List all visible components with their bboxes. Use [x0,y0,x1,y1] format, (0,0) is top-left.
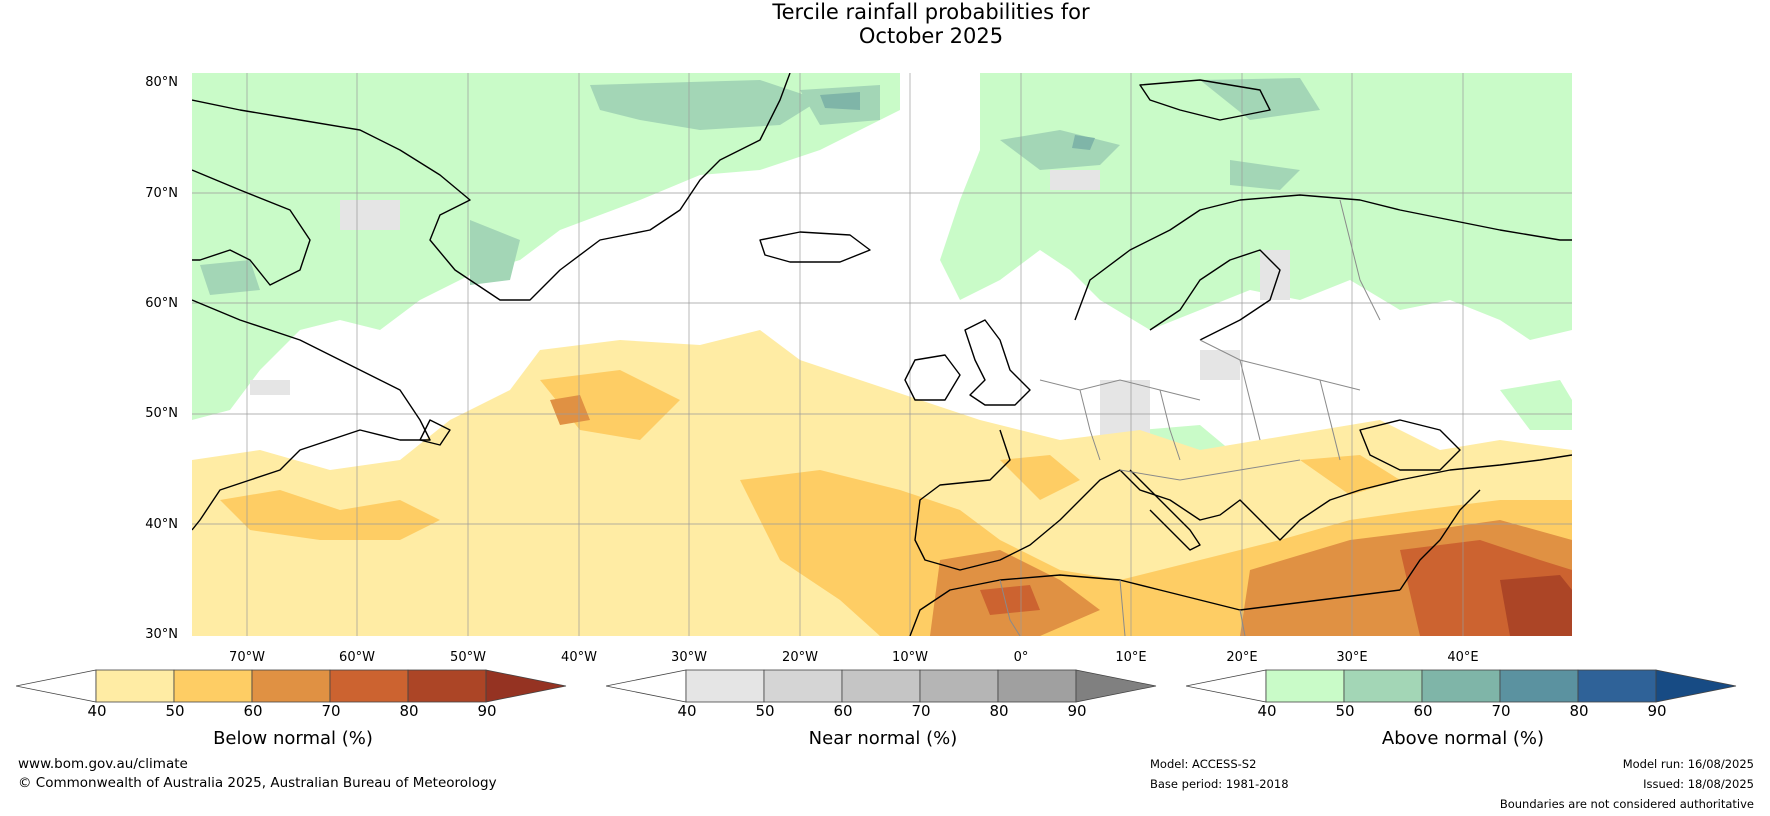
coastlines [192,73,1572,636]
lon-label-40w: 40°W [561,650,597,665]
colorbar-segment [763,669,843,703]
cb-near-tick-60: 60 [833,702,853,720]
cb-below-tick-80: 80 [399,702,419,720]
cb-above-tick-50: 50 [1335,702,1355,720]
cb-near-tick-40: 40 [677,702,697,720]
colorbar-segment [841,669,921,703]
scandinavia-coast [1074,194,1572,321]
disclaimer-text: Boundaries are not considered authoritat… [1499,797,1754,811]
lon-label-50w: 50°W [450,650,486,665]
cb-near-tick-90: 90 [1067,702,1087,720]
colorbar-segment [1265,669,1345,703]
cb-near-tick-80: 80 [989,702,1009,720]
graticule [192,73,1572,636]
ireland-coast [904,354,961,401]
cb-below-tick-50: 50 [165,702,185,720]
country-borders [999,199,1381,636]
lon-label-40e: 40°E [1447,650,1479,665]
lon-label-10w: 10°W [892,650,928,665]
chart-title: Tercile rainfall probabilities for Octob… [0,0,1770,48]
lat-label-40n: 40°N [145,517,178,532]
lon-label-20w: 20°W [782,650,818,665]
lat-label-60n: 60°N [145,296,178,311]
colorbar-segment [173,669,253,703]
colorbar-segment [1343,669,1423,703]
colorbar-below-title: Below normal (%) [213,728,373,749]
baltic-coast [1149,249,1281,341]
canada-coast [192,169,311,286]
cb-above-tick-40: 40 [1257,702,1277,720]
colorbar-segment [329,669,409,703]
colorbar-segment [251,669,331,703]
greenland-coast [192,73,791,301]
above-normal-stronger-regions [820,92,1095,150]
lat-label-80n: 80°N [145,75,178,90]
copyright-text: © Commonwealth of Australia 2025, Austra… [18,775,497,791]
lat-label-70n: 70°N [145,186,178,201]
north-africa-coast [909,574,1401,636]
colorbar-segment [1577,669,1657,703]
colorbar-segment [95,669,175,703]
black-sea-coast [1359,419,1461,471]
colorbar-near-normal [606,669,1157,703]
colorbar-segment-under [606,669,687,703]
colorbar-segment-under [1186,669,1267,703]
labrador-coast [192,299,431,531]
levant-coast [1399,489,1481,591]
europe-coast [914,429,1572,571]
issued-text: Issued: 18/08/2025 [1643,777,1754,791]
colorbar-segment-over [1655,669,1737,703]
cb-near-tick-70: 70 [911,702,931,720]
great-britain-coast [964,319,1031,406]
newfoundland-coast [419,419,451,446]
lon-label-20e: 20°E [1226,650,1258,665]
cb-above-tick-90: 90 [1647,702,1667,720]
colorbar-above-title: Above normal (%) [1381,728,1545,749]
colorbar-near-title: Near normal (%) [808,728,958,749]
cb-below-tick-40: 40 [87,702,107,720]
cb-above-tick-60: 60 [1413,702,1433,720]
colorbar-segment-under [16,669,97,703]
colorbar-segment-over [1075,669,1157,703]
model-run-text: Model run: 16/08/2025 [1622,757,1754,771]
website-link[interactable]: www.bom.gov.au/climate [18,756,188,772]
base-period-text: Base period: 1981-2018 [1150,777,1289,791]
colorbar-segment [1421,669,1501,703]
colorbar-segment [1499,669,1579,703]
colorbar-segment [407,669,487,703]
iceland-coast [759,231,871,263]
cb-near-tick-50: 50 [755,702,775,720]
title-line-1: Tercile rainfall probabilities for [772,0,1090,24]
below-normal-extreme-regions [1500,575,1572,636]
model-text: Model: ACCESS-S2 [1150,757,1257,771]
lon-label-0: 0° [1013,650,1029,665]
lon-label-60w: 60°W [339,650,375,665]
colorbar-segment [997,669,1077,703]
lon-label-10e: 10°E [1115,650,1147,665]
cb-below-tick-90: 90 [477,702,497,720]
italy-coast [1129,469,1201,551]
colorbar-segment [685,669,765,703]
cb-above-tick-80: 80 [1569,702,1589,720]
cb-above-tick-70: 70 [1491,702,1511,720]
colorbar-segment-over [485,669,567,703]
colorbar-segment [919,669,999,703]
lat-label-50n: 50°N [145,406,178,421]
title-line-2: October 2025 [858,24,1004,48]
cb-below-tick-70: 70 [321,702,341,720]
colorbar-above-normal [1186,669,1737,703]
lat-label-30n: 30°N [145,627,178,642]
cb-below-tick-60: 60 [243,702,263,720]
lon-label-30e: 30°E [1336,650,1368,665]
lon-label-70w: 70°W [229,650,265,665]
near-normal-regions [250,170,1290,440]
lon-label-30w: 30°W [671,650,707,665]
svalbard-coast [1139,79,1271,121]
colorbar-below-normal [16,669,567,703]
